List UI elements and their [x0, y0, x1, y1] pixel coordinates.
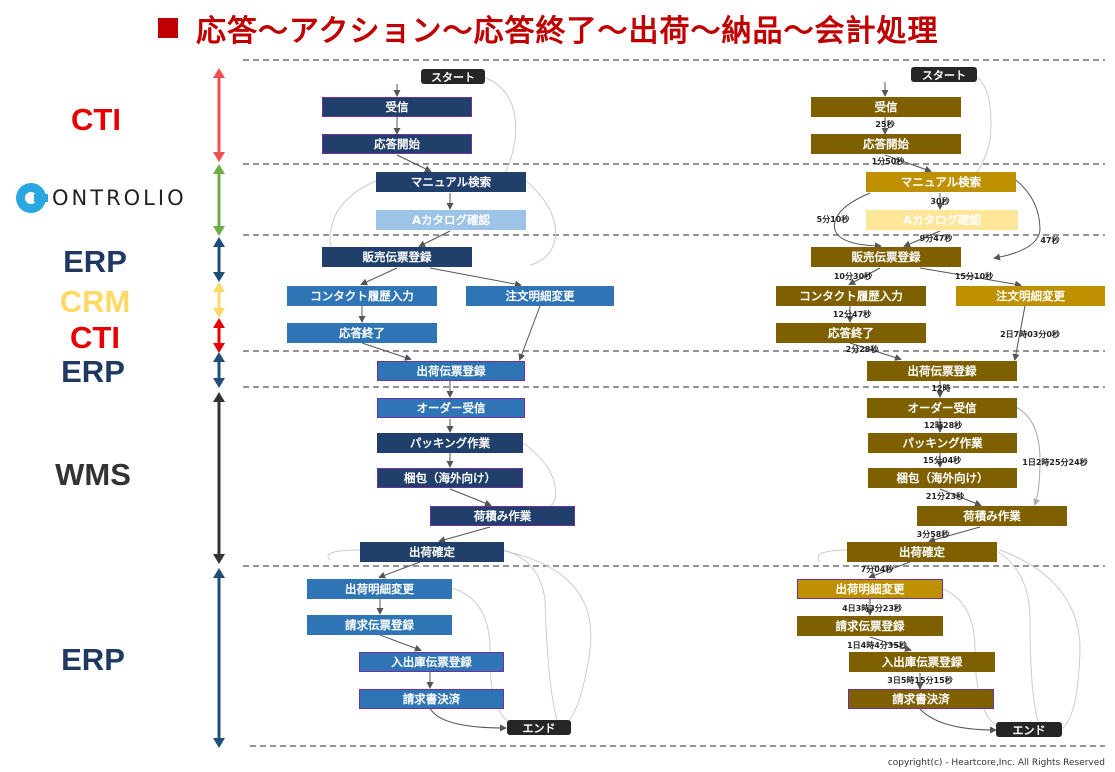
left-node-packing[interactable]: パッキング作業 [377, 433, 523, 453]
left-node-answer-end[interactable]: 応答終了 [287, 323, 437, 343]
system-range-arrows [213, 68, 225, 748]
right-node-ship-confirm[interactable]: 出荷確定 [847, 542, 997, 562]
left-end-node[interactable]: エンド [507, 720, 571, 735]
dur-catalog-sales: 9分47秒 [919, 234, 953, 243]
right-node-order-change[interactable]: 注文明細変更 [956, 286, 1105, 306]
right-node-contact[interactable]: コンタクト履歴入力 [776, 286, 926, 306]
right-faint-connectors [817, 74, 1081, 731]
right-node-receive[interactable]: 受信 [811, 97, 961, 117]
right-node-pack-abroad[interactable]: 梱包（海外向け） [868, 468, 1017, 488]
system-label-wms: WMS [55, 457, 131, 492]
dur-pack-loading: 21分23秒 [925, 492, 965, 501]
right-node-manual[interactable]: マニュアル検索 [866, 172, 1016, 192]
left-node-pack-abroad[interactable]: 梱包（海外向け） [377, 468, 523, 488]
dur-answer-manual: 1分50秒 [871, 157, 905, 166]
dur-loading-confirm: 3分58秒 [916, 530, 950, 539]
left-node-ship-confirm[interactable]: 出荷確定 [360, 542, 504, 562]
system-label-crm: CRM [59, 284, 131, 319]
dur-receive-answer: 25秒 [875, 120, 895, 129]
right-node-sales[interactable]: 販売伝票登録 [811, 247, 961, 267]
left-node-ship-detail[interactable]: 出荷明細変更 [307, 579, 452, 599]
left-node-loading[interactable]: 荷積み作業 [430, 506, 575, 526]
left-node-manual[interactable]: マニュアル検索 [376, 172, 526, 192]
right-node-ship-reg[interactable]: 出荷伝票登録 [867, 361, 1017, 381]
dur-io-settle: 3日5時15分15秒 [887, 676, 953, 685]
system-label-cti: CTI [71, 102, 121, 137]
left-node-answer-start[interactable]: 応答開始 [322, 134, 472, 154]
dur-manual-sales: 47秒 [1040, 236, 1060, 245]
right-node-ship-detail[interactable]: 出荷明細変更 [797, 579, 943, 599]
right-node-answer-start[interactable]: 応答開始 [811, 134, 961, 154]
right-node-packing[interactable]: パッキング作業 [868, 433, 1017, 453]
left-node-order-change[interactable]: 注文明細変更 [466, 286, 614, 306]
left-node-order-recv[interactable]: オーダー受信 [377, 398, 525, 418]
right-start-node[interactable]: スタート [911, 67, 977, 82]
title-square-icon [158, 18, 178, 38]
right-node-order-recv[interactable]: オーダー受信 [867, 398, 1017, 418]
dur-catalog-left: 5分10秒 [816, 215, 850, 224]
right-node-invoice-settle[interactable]: 請求書決済 [848, 689, 994, 709]
left-node-sales[interactable]: 販売伝票登録 [322, 247, 472, 267]
copyright-text: copyright(c) - Heartcore,Inc. All Rights… [887, 758, 1105, 768]
dur-sales-order: 15分10秒 [954, 272, 994, 281]
left-faint-connectors [327, 76, 592, 729]
left-node-catalog[interactable]: Aカタログ確認 [376, 210, 526, 230]
system-label-cti-2: CTI [70, 320, 120, 355]
dur-order-loading: 1日2時25分24秒 [1022, 458, 1088, 467]
dur-ship-order: 12時 [931, 384, 951, 393]
left-node-receive[interactable]: 受信 [322, 97, 472, 117]
left-node-io-reg[interactable]: 入出庫伝票登録 [359, 652, 504, 672]
controlio-logo: ONTROLIO [16, 183, 187, 213]
right-node-loading[interactable]: 荷積み作業 [917, 506, 1067, 526]
left-node-ship-reg[interactable]: 出荷伝票登録 [377, 361, 525, 381]
right-node-invoice-reg[interactable]: 請求伝票登録 [797, 616, 943, 636]
dur-packing-pack: 15分04秒 [922, 456, 962, 465]
dur-end-ship: 2分28秒 [845, 345, 879, 354]
right-node-answer-end[interactable]: 応答終了 [776, 323, 926, 343]
left-connectors [358, 84, 541, 732]
left-node-contact[interactable]: コンタクト履歴入力 [287, 286, 437, 306]
dur-sales-contact: 10分30秒 [833, 272, 873, 281]
controlio-logo-word: ONTROLIO [52, 186, 187, 210]
dur-manual-catalog: 30秒 [930, 197, 950, 206]
dur-confirm-detail: 7分04秒 [860, 565, 894, 574]
controlio-logo-icon [16, 183, 48, 213]
dur-order-ship: 2日7時03分0秒 [1000, 330, 1060, 339]
right-node-io-reg[interactable]: 入出庫伝票登録 [849, 652, 995, 672]
system-label-erp-2: ERP [61, 354, 125, 389]
dur-order-packing: 12時28秒 [923, 421, 963, 430]
right-end-node[interactable]: エンド [996, 722, 1062, 737]
title-text: 応答～アクション～応答終了～出荷～納品～会計処理 [196, 14, 939, 49]
system-label-erp-3: ERP [61, 642, 125, 677]
left-start-node[interactable]: スタート [421, 69, 485, 84]
left-node-invoice-reg[interactable]: 請求伝票登録 [307, 615, 452, 635]
right-node-catalog[interactable]: Aカタログ確認 [866, 210, 1018, 230]
dur-invoice-io: 1日4時4分35秒 [847, 641, 907, 650]
dur-detail-invoice: 4日3時3分23秒 [842, 604, 902, 613]
dur-contact-end: 12分47秒 [832, 310, 872, 319]
lane-separators [243, 59, 1105, 747]
system-label-erp: ERP [63, 244, 127, 279]
slide-title: 応答～アクション～応答終了～出荷～納品～会計処理 [158, 6, 939, 50]
right-connectors [833, 82, 1041, 734]
left-node-invoice-settle[interactable]: 請求書決済 [359, 689, 504, 709]
